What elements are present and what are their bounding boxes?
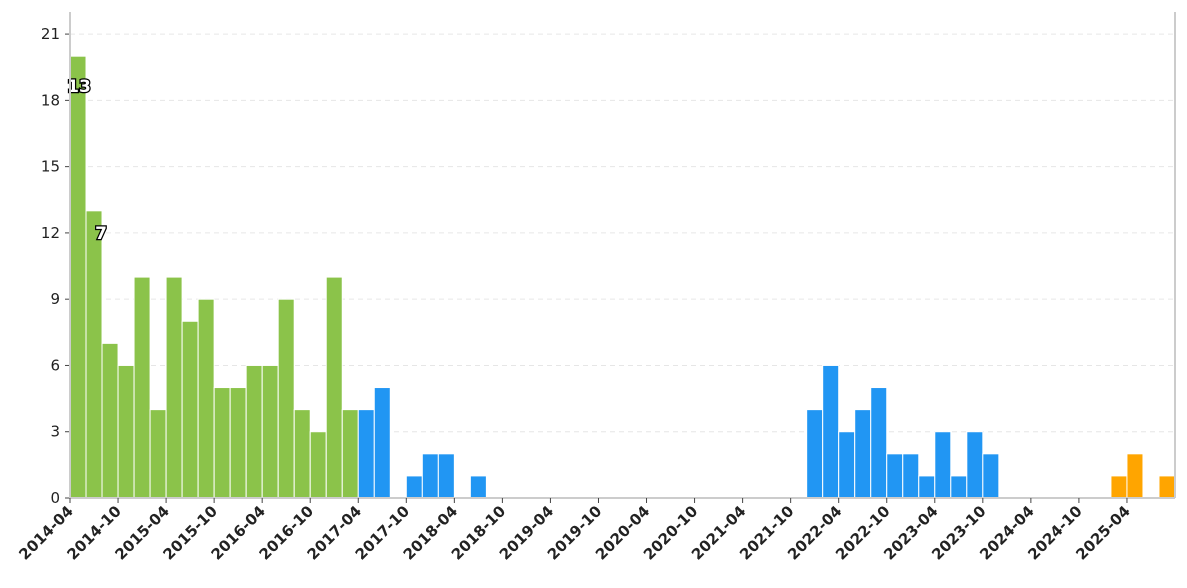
bar — [293, 409, 311, 499]
bar — [229, 387, 247, 499]
bar — [165, 276, 183, 499]
bar — [213, 387, 231, 499]
y-tick-label: 18 — [41, 91, 60, 109]
bar — [982, 453, 1000, 499]
bar — [902, 453, 920, 499]
bar — [934, 431, 952, 499]
y-tick-label: 15 — [41, 158, 60, 176]
bar — [469, 475, 487, 499]
y-tick-label: 12 — [41, 224, 60, 242]
bar — [85, 210, 103, 499]
bar — [181, 320, 199, 499]
bar — [966, 431, 984, 499]
bar — [197, 298, 215, 499]
bar — [277, 298, 295, 499]
y-tick-label: 9 — [50, 290, 60, 308]
bar — [918, 475, 936, 499]
bar — [69, 55, 87, 499]
bar — [341, 409, 359, 499]
bar — [133, 276, 151, 499]
bar — [261, 364, 279, 499]
bar — [838, 431, 856, 499]
bar — [405, 475, 423, 499]
bar — [357, 409, 375, 499]
bar — [1110, 475, 1128, 499]
bar — [309, 431, 327, 499]
y-tick-label: 21 — [41, 25, 60, 43]
bar — [373, 387, 391, 499]
y-tick-label: 3 — [50, 423, 60, 441]
bar — [822, 364, 840, 499]
bar — [245, 364, 263, 499]
y-tick-label: 0 — [50, 489, 60, 507]
bar — [421, 453, 439, 499]
bar — [437, 453, 455, 499]
annotation: 13 — [67, 77, 91, 97]
bar — [806, 409, 824, 499]
bar — [886, 453, 904, 499]
bar — [325, 276, 343, 499]
bar — [950, 475, 968, 499]
bar — [854, 409, 872, 499]
annotation: 7 — [95, 224, 107, 244]
bar — [1158, 475, 1176, 499]
bar — [870, 387, 888, 499]
bar — [149, 409, 167, 499]
bar — [1126, 453, 1144, 499]
bar — [117, 364, 135, 499]
y-tick-label: 6 — [50, 356, 60, 374]
bar — [101, 342, 119, 499]
